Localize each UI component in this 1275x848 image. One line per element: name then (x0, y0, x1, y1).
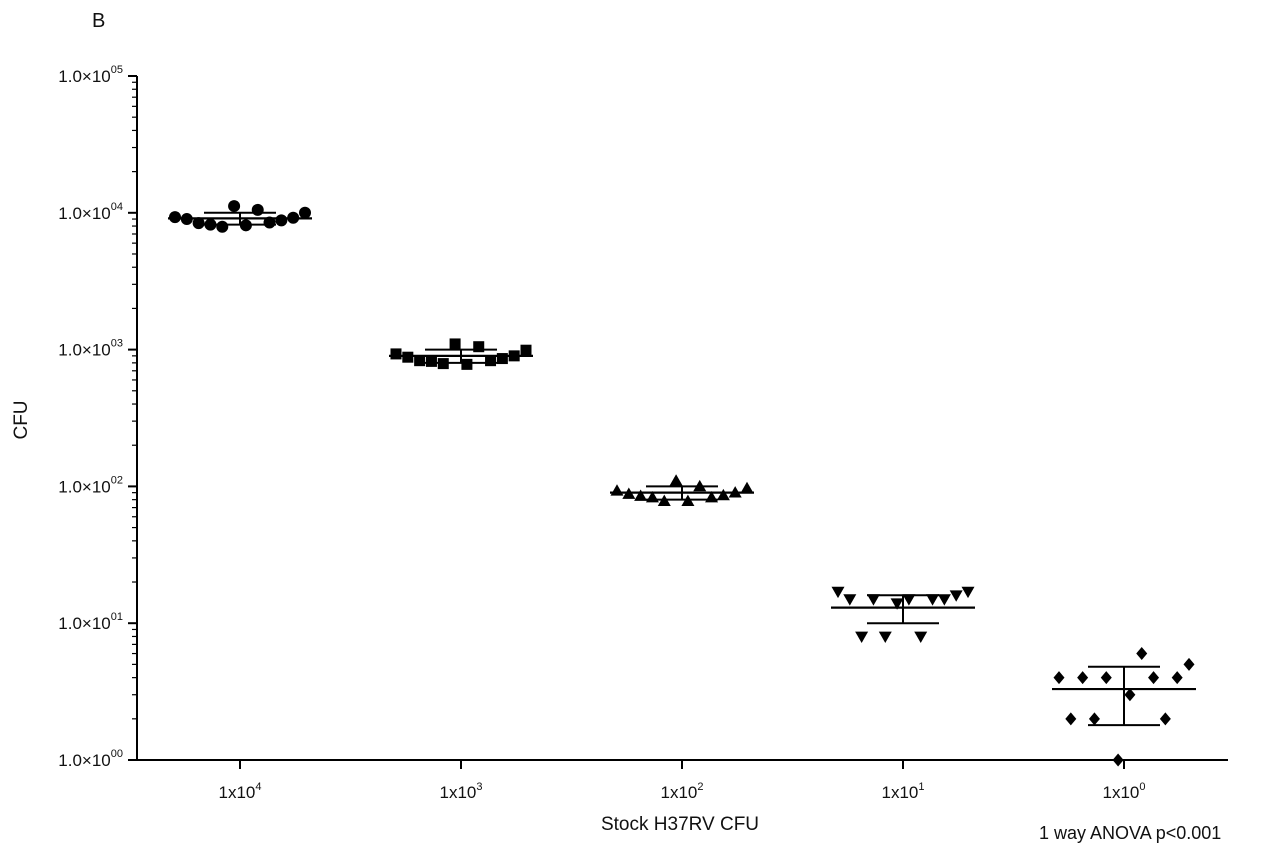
data-point (1053, 671, 1065, 685)
data-point (216, 220, 229, 233)
series-group (1052, 647, 1196, 767)
y-tick-label: 1.0×1001 (58, 611, 123, 633)
data-point (461, 358, 473, 370)
x-tick-label: 1x104 (219, 781, 262, 802)
data-point (740, 481, 754, 494)
data-point (449, 338, 461, 350)
data-point (1100, 671, 1112, 685)
data-point (1183, 657, 1195, 671)
series-group (389, 338, 533, 370)
data-point (1065, 712, 1077, 726)
data-point (937, 594, 951, 606)
anova-note: 1 way ANOVA p<0.001 (1039, 823, 1222, 843)
data-point (1124, 688, 1136, 702)
x-tick-label: 1x102 (661, 781, 704, 802)
y-axis: 1.0×1000 1.0×1001 1.0×1002 1.0×1003 1.0×1004… (58, 64, 138, 770)
data-point (831, 586, 845, 599)
data-point (914, 631, 928, 643)
data-point (1136, 647, 1148, 661)
data-point (634, 489, 648, 501)
data-point (890, 598, 904, 610)
data-point (414, 355, 426, 367)
series-group (610, 474, 754, 507)
data-point (169, 211, 181, 224)
data-point (192, 217, 205, 230)
plot-area (168, 200, 1196, 767)
data-point (961, 586, 975, 599)
data-point (425, 355, 437, 367)
data-point (716, 488, 730, 501)
x-axis-label: Stock H37RV CFU (601, 814, 759, 835)
data-point (1077, 671, 1089, 685)
panel-label: B (92, 10, 106, 32)
data-point (855, 631, 869, 643)
y-tick-label: 1.0×1003 (58, 338, 123, 360)
y-tick-label: 1.0×1005 (58, 64, 123, 86)
data-point (1088, 712, 1100, 726)
data-point (843, 594, 857, 606)
data-point (1159, 712, 1171, 726)
data-point (275, 214, 288, 227)
x-tick-label: 1x103 (440, 781, 483, 802)
data-point (251, 203, 264, 216)
data-point (878, 631, 892, 643)
y-axis-label: CFU (11, 400, 32, 439)
data-point (496, 353, 508, 365)
x-tick-label: 1x101 (882, 781, 925, 802)
series-group (831, 586, 975, 643)
data-point (669, 474, 683, 486)
data-point (866, 594, 880, 606)
y-tick-label: 1.0×1000 (58, 748, 123, 770)
series-group (168, 200, 312, 233)
y-tick-label: 1.0×1002 (58, 474, 123, 496)
data-point (926, 594, 940, 606)
x-tick-label: 1x100 (1103, 781, 1146, 802)
data-point (520, 344, 532, 356)
data-point (610, 484, 624, 496)
data-point (1171, 671, 1183, 685)
data-point (402, 351, 414, 363)
data-point (902, 594, 916, 606)
data-point (473, 341, 485, 353)
data-point (485, 355, 497, 367)
data-point (1148, 671, 1160, 685)
data-point (390, 348, 402, 360)
data-point (228, 200, 241, 213)
y-tick-label: 1.0×1004 (58, 201, 123, 223)
data-point (1112, 753, 1124, 767)
data-point (949, 590, 963, 602)
x-axis: 1x104 1x103 1x102 1x101 1x100 (137, 759, 1228, 802)
data-point (299, 206, 311, 219)
